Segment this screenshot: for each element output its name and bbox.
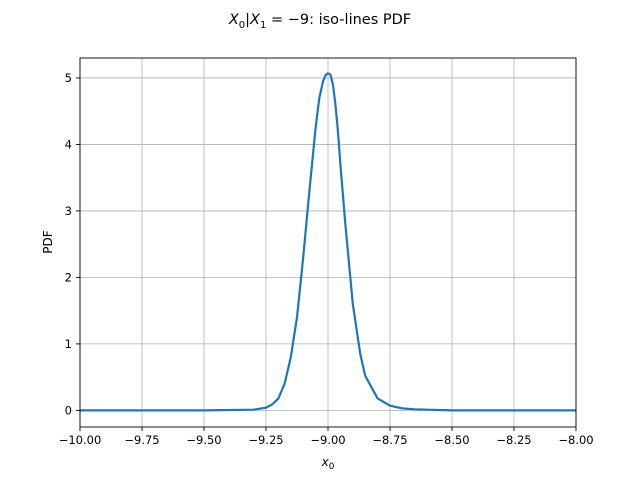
title-x0-sub: 0 (239, 20, 245, 31)
xlabel-sub: 0 (329, 462, 335, 472)
x-tick-label: −8.25 (496, 433, 531, 447)
pdf-series-line (80, 72, 576, 412)
x-tick-label: −8.75 (372, 433, 407, 447)
title-rest: = −9: iso-lines PDF (266, 12, 411, 28)
xlabel-var: x (321, 455, 330, 469)
x-tick-label: −8.50 (434, 433, 469, 447)
x-tick-label: −9.75 (124, 433, 159, 447)
axis-ticks: −10.00 −9.75 −9.50 −9.25 −9.00 −8.75 −8.50 −8.2… (59, 71, 594, 447)
x-axis-label: x0 (321, 455, 335, 472)
y-tick-label: 2 (65, 270, 72, 284)
y-tick-label: 0 (65, 403, 72, 417)
y-tick-label: 3 (65, 204, 72, 218)
title-x1-var: |X (245, 12, 261, 28)
x-tick-label: −8.00 (558, 433, 593, 447)
x-tick-label: −9.25 (248, 433, 283, 447)
y-axis-label: PDF (41, 230, 55, 253)
chart-title: X0|X1 = −9: iso-lines PDF (228, 12, 411, 31)
title-x1-sub: 1 (260, 20, 266, 31)
title-x0-var: X (228, 12, 240, 28)
y-tick-label: 1 (65, 337, 72, 351)
y-tick-label: 4 (65, 137, 72, 151)
x-tick-label: −9.00 (310, 433, 345, 447)
x-tick-label: −10.00 (59, 433, 102, 447)
x-tick-label: −9.50 (186, 433, 221, 447)
y-tick-label: 5 (65, 71, 72, 85)
